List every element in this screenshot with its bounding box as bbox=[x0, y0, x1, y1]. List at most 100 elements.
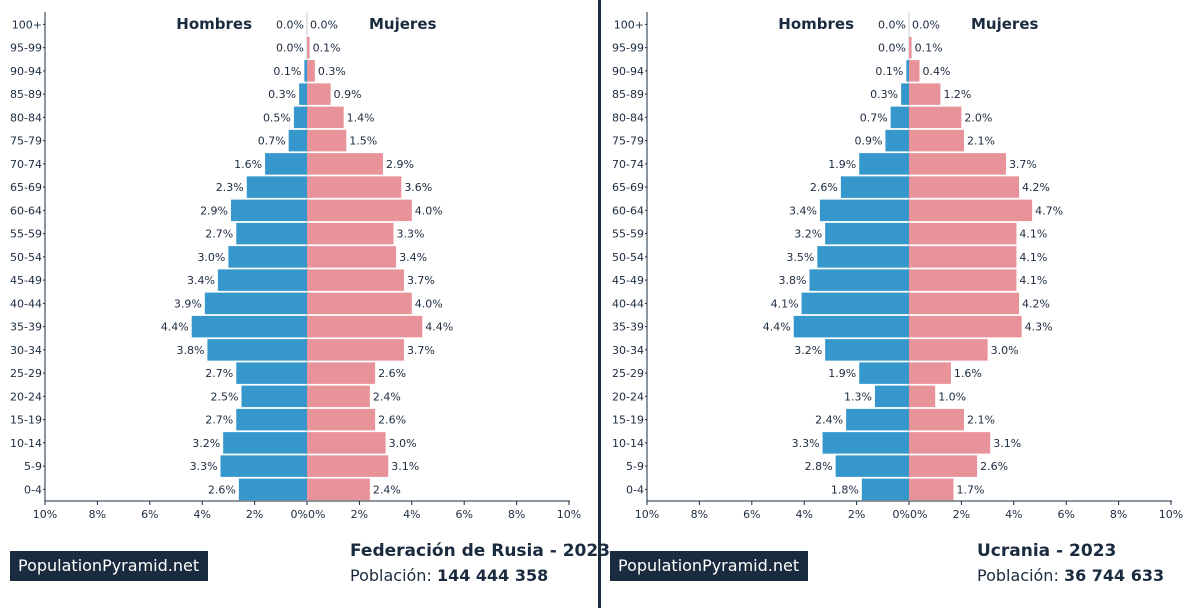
female-bar bbox=[307, 60, 315, 82]
x-tick-label: 4% bbox=[1005, 508, 1022, 521]
male-value-label: 2.8% bbox=[805, 460, 833, 473]
female-bar bbox=[307, 408, 376, 431]
male-value-label: 0.5% bbox=[263, 111, 291, 124]
x-tick-label: 8% bbox=[1110, 508, 1127, 521]
male-value-label: 0.0% bbox=[878, 18, 906, 31]
female-bar bbox=[909, 315, 1022, 338]
population-line: Población: 144 444 358 bbox=[350, 566, 548, 585]
male-value-label: 3.4% bbox=[187, 274, 215, 287]
legend-male: Hombres bbox=[778, 15, 854, 33]
male-value-label: 2.5% bbox=[211, 390, 239, 403]
male-value-label: 0.1% bbox=[875, 65, 903, 78]
male-value-label: 3.8% bbox=[176, 344, 204, 357]
female-value-label: 4.1% bbox=[1019, 274, 1047, 287]
male-bar bbox=[906, 60, 909, 82]
female-value-label: 1.2% bbox=[943, 88, 971, 101]
male-value-label: 0.7% bbox=[860, 111, 888, 124]
male-value-label: 0.7% bbox=[258, 135, 286, 148]
female-value-label: 4.1% bbox=[1019, 228, 1047, 241]
female-value-label: 3.4% bbox=[399, 251, 427, 264]
x-tick-label: 2% bbox=[953, 508, 970, 521]
age-label: 85-89 bbox=[612, 88, 644, 101]
age-label: 65-69 bbox=[612, 181, 644, 194]
age-label: 10-14 bbox=[10, 437, 42, 450]
brand-logo[interactable]: PopulationPyramid.net bbox=[610, 551, 809, 581]
age-label: 5-9 bbox=[626, 460, 644, 473]
female-value-label: 2.6% bbox=[378, 367, 406, 380]
male-value-label: 1.9% bbox=[828, 158, 856, 171]
population-value: 36 744 633 bbox=[1063, 566, 1165, 585]
female-value-label: 2.6% bbox=[980, 460, 1008, 473]
age-label: 55-59 bbox=[612, 228, 644, 241]
age-label: 40-44 bbox=[10, 297, 42, 310]
male-bar bbox=[801, 292, 909, 315]
female-value-label: 1.6% bbox=[954, 367, 982, 380]
female-value-label: 1.5% bbox=[349, 135, 377, 148]
female-bar bbox=[307, 246, 397, 268]
age-label: 30-34 bbox=[612, 344, 644, 357]
male-value-label: 3.5% bbox=[786, 251, 814, 264]
female-bar bbox=[307, 36, 310, 59]
female-bar bbox=[307, 269, 404, 291]
male-bar bbox=[885, 129, 909, 152]
male-bar bbox=[859, 362, 909, 384]
age-label: 5-9 bbox=[24, 460, 42, 473]
male-value-label: 3.3% bbox=[190, 460, 218, 473]
female-bar bbox=[909, 292, 1020, 315]
male-bar bbox=[223, 432, 307, 454]
age-label: 80-84 bbox=[612, 111, 644, 124]
age-label: 75-79 bbox=[612, 135, 644, 148]
female-value-label: 3.7% bbox=[407, 274, 435, 287]
female-bar bbox=[909, 199, 1033, 222]
female-value-label: 2.6% bbox=[378, 414, 406, 427]
age-label: 15-19 bbox=[10, 414, 42, 427]
age-label: 95-99 bbox=[10, 42, 42, 55]
age-label: 75-79 bbox=[10, 135, 42, 148]
right-pyramid-panel: 0-4 1.8% 1.7% 5-9 2.8% 2.6% 10-14 3.3% 3.1% 15-19… bbox=[602, 0, 1200, 608]
female-bar bbox=[307, 362, 376, 384]
age-label: 60-64 bbox=[10, 204, 42, 217]
x-tick-label: 10% bbox=[1159, 508, 1183, 521]
chart-title: Ucrania - 2023 bbox=[977, 541, 1117, 561]
x-tick-label: 8% bbox=[508, 508, 525, 521]
x-tick-label: 4% bbox=[403, 508, 420, 521]
male-value-label: 0.0% bbox=[878, 42, 906, 55]
female-bar bbox=[909, 408, 965, 431]
male-value-label: 2.4% bbox=[815, 414, 843, 427]
male-value-label: 1.8% bbox=[831, 483, 859, 496]
female-value-label: 3.1% bbox=[391, 460, 419, 473]
age-label: 80-84 bbox=[10, 111, 42, 124]
female-bar bbox=[909, 129, 965, 152]
age-label: 50-54 bbox=[612, 251, 644, 264]
male-value-label: 0.9% bbox=[854, 135, 882, 148]
population-line: Población: 36 744 633 bbox=[977, 566, 1164, 585]
male-bar bbox=[874, 385, 909, 408]
female-value-label: 3.0% bbox=[389, 437, 417, 450]
female-value-label: 2.9% bbox=[386, 158, 414, 171]
male-bar bbox=[231, 199, 307, 222]
age-label: 90-94 bbox=[612, 65, 644, 78]
male-bar bbox=[217, 269, 307, 291]
male-bar bbox=[246, 176, 307, 198]
male-bar bbox=[236, 362, 307, 384]
brand-logo[interactable]: PopulationPyramid.net bbox=[10, 551, 209, 581]
male-bar bbox=[207, 339, 307, 361]
female-value-label: 0.0% bbox=[310, 18, 338, 31]
female-value-label: 4.0% bbox=[415, 297, 443, 310]
female-value-label: 2.1% bbox=[967, 135, 995, 148]
legend-female: Mujeres bbox=[971, 15, 1038, 33]
male-bar bbox=[220, 455, 307, 477]
age-label: 25-29 bbox=[612, 367, 644, 380]
male-bar bbox=[825, 222, 909, 245]
age-label: 45-49 bbox=[10, 274, 42, 287]
female-value-label: 0.9% bbox=[334, 88, 362, 101]
female-bar bbox=[307, 385, 370, 408]
male-bar bbox=[236, 222, 307, 245]
x-tick-label: 4% bbox=[193, 508, 210, 521]
female-value-label: 2.4% bbox=[373, 483, 401, 496]
female-value-label: 3.0% bbox=[991, 344, 1019, 357]
female-bar bbox=[909, 362, 951, 384]
left-pyramid-panel: 0-4 2.6% 2.4% 5-9 3.3% 3.1% 10-14 3.2% 3.0% 15-19… bbox=[0, 0, 610, 608]
male-value-label: 0.0% bbox=[276, 42, 304, 55]
male-bar bbox=[241, 385, 307, 408]
